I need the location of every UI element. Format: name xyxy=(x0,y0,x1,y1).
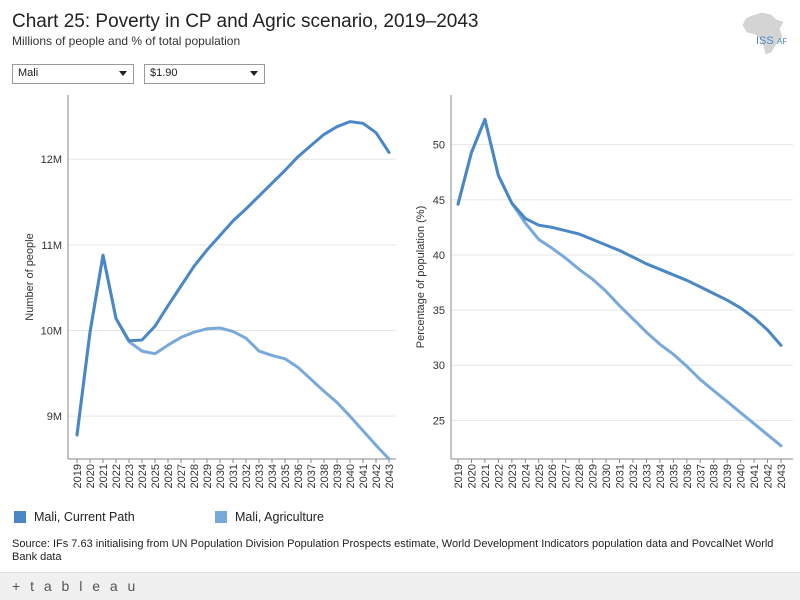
count-x-tick-label: 2026 xyxy=(163,464,175,488)
chevron-down-icon xyxy=(119,71,127,76)
country-dropdown-value: Mali xyxy=(18,67,39,79)
count-x-tick-label: 2028 xyxy=(189,464,201,488)
count-x-tick-label: 2042 xyxy=(371,464,383,488)
count-x-tick-label: 2034 xyxy=(267,464,279,488)
percent-x-tick-label: 2028 xyxy=(574,464,586,488)
percent-y-tick-label: 35 xyxy=(433,305,445,317)
count-x-tick-label: 2024 xyxy=(137,464,149,488)
count-x-tick-label: 2043 xyxy=(384,464,396,488)
percent-x-tick-label: 2029 xyxy=(588,464,600,488)
count-x-tick-label: 2037 xyxy=(306,464,318,488)
percent-x-tick-label: 2035 xyxy=(668,464,680,488)
percent-series-agriculture-line xyxy=(456,117,783,448)
count-x-tick-label: 2029 xyxy=(202,464,214,488)
count-x-tick-label: 2031 xyxy=(228,464,240,488)
logo-text-iss: ISS xyxy=(756,35,774,47)
country-dropdown[interactable]: Mali xyxy=(12,64,134,84)
count-x-tick-label: 2027 xyxy=(176,464,188,488)
percent-x-tick-label: 2021 xyxy=(480,464,492,488)
count-x-tick-label: 2021 xyxy=(98,464,110,488)
tableau-footer: + t a b l e a u xyxy=(0,572,800,600)
percent-x-tick-label: 2033 xyxy=(641,464,653,488)
count-x-tick-label: 2039 xyxy=(332,464,344,488)
count-x-tick-label: 2025 xyxy=(150,464,162,488)
legend-swatch-current-path xyxy=(14,511,26,523)
count-y-tick-label: 11M xyxy=(41,240,62,252)
percent-x-tick-label: 2025 xyxy=(534,464,546,488)
poverty-line-dropdown[interactable]: $1.90 xyxy=(144,64,265,84)
percent-x-tick-label: 2038 xyxy=(709,464,721,488)
percent-x-tick-label: 2019 xyxy=(453,464,465,488)
logo-text-af: AF xyxy=(777,37,787,46)
legend-swatch-agriculture xyxy=(215,511,227,523)
legend-item-agriculture[interactable]: Mali, Agriculture xyxy=(215,510,324,524)
percent-y-tick-label: 40 xyxy=(433,250,445,262)
percent-x-tick-label: 2030 xyxy=(601,464,613,488)
count-y-tick-label: 10M xyxy=(41,326,62,338)
percent-y-tick-label: 25 xyxy=(433,415,445,427)
legend-item-current-path[interactable]: Mali, Current Path xyxy=(14,510,135,524)
chevron-down-icon xyxy=(250,71,258,76)
source-note: Source: IFs 7.63 initialising from UN Po… xyxy=(12,538,774,562)
percent-x-tick-label: 2042 xyxy=(763,464,775,488)
percent-x-tick-label: 2032 xyxy=(628,464,640,488)
percent-x-tick-label: 2043 xyxy=(776,464,788,488)
chart-title: Chart 25: Poverty in CP and Agric scenar… xyxy=(12,11,479,32)
percent-x-tick-label: 2040 xyxy=(736,464,748,488)
count-x-tick-label: 2032 xyxy=(241,464,253,488)
count-series-agriculture-line xyxy=(75,253,391,461)
chart-subtitle: Millions of people and % of total popula… xyxy=(12,34,241,48)
percent-y-axis-title: Percentage of population (%) xyxy=(415,206,427,348)
count-x-tick-label: 2040 xyxy=(345,464,357,488)
percent-series-current-path-line xyxy=(456,117,783,347)
percent-x-tick-label: 2034 xyxy=(655,464,667,488)
count-y-axis-title: Number of people xyxy=(24,233,36,320)
count-x-tick-label: 2035 xyxy=(280,464,292,488)
percent-x-tick-label: 2022 xyxy=(493,464,505,488)
count-series-current-path-line xyxy=(75,120,391,437)
legend-label-agriculture: Mali, Agriculture xyxy=(235,510,324,524)
poverty-line-dropdown-value: $1.90 xyxy=(150,67,178,79)
percent-x-tick-label: 2024 xyxy=(520,464,532,488)
percent-y-tick-label: 30 xyxy=(433,360,445,372)
count-x-tick-label: 2019 xyxy=(72,464,84,488)
percent-x-tick-label: 2037 xyxy=(695,464,707,488)
count-x-tick-label: 2038 xyxy=(319,464,331,488)
percent-x-tick-label: 2027 xyxy=(561,464,573,488)
percent-x-tick-label: 2039 xyxy=(722,464,734,488)
percent-x-tick-label: 2023 xyxy=(507,464,519,488)
africa-map-icon xyxy=(742,12,784,55)
percent-x-tick-label: 2036 xyxy=(682,464,694,488)
count-x-tick-label: 2020 xyxy=(85,464,97,488)
count-x-tick-label: 2022 xyxy=(111,464,123,488)
legend-label-current-path: Mali, Current Path xyxy=(34,510,135,524)
count-x-tick-label: 2041 xyxy=(358,464,370,488)
percent-x-tick-label: 2041 xyxy=(749,464,761,488)
percent-x-tick-label: 2031 xyxy=(615,464,627,488)
percent-y-tick-label: 50 xyxy=(433,140,445,152)
count-y-tick-label: 9M xyxy=(47,411,62,423)
count-x-tick-label: 2033 xyxy=(254,464,266,488)
count-x-tick-label: 2030 xyxy=(215,464,227,488)
percent-x-tick-label: 2026 xyxy=(547,464,559,488)
count-x-tick-label: 2023 xyxy=(124,464,136,488)
count-x-tick-label: 2036 xyxy=(293,464,305,488)
tableau-logo[interactable]: + t a b l e a u xyxy=(12,578,139,594)
iss-africa-logo: ISS AF xyxy=(738,10,792,56)
count-y-tick-label: 12M xyxy=(41,154,62,166)
percent-y-tick-label: 45 xyxy=(433,195,445,207)
percent-x-tick-label: 2020 xyxy=(466,464,478,488)
